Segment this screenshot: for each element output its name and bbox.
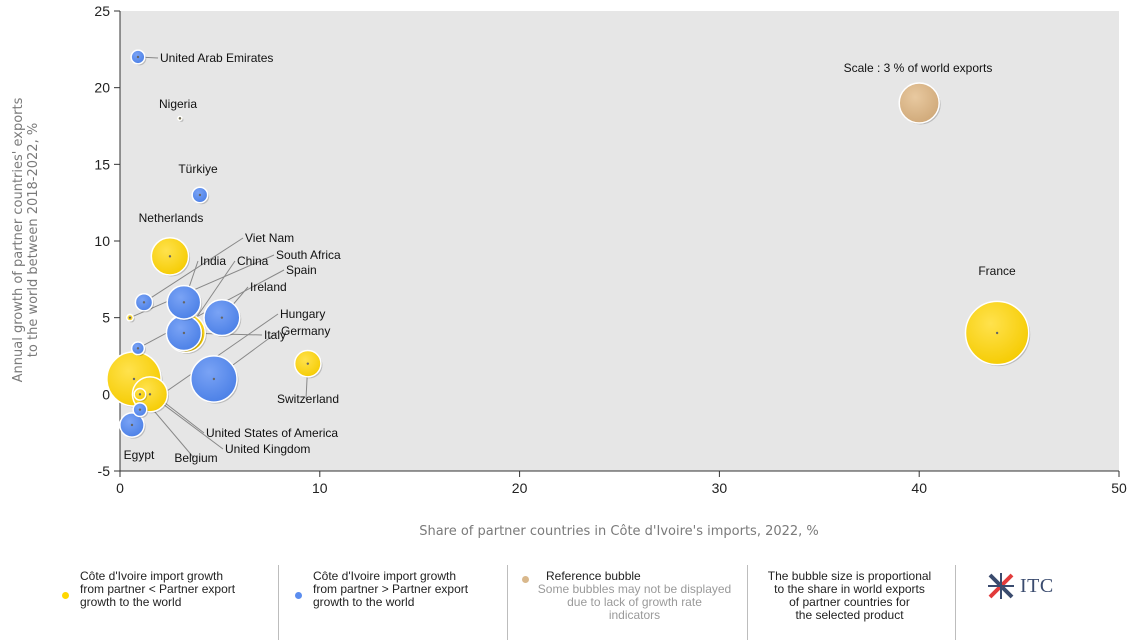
itc-logo: ITC: [986, 571, 1054, 601]
y-tick-label: 0: [102, 386, 110, 402]
y-axis-title-line1: Annual growth of partner countries' expo…: [11, 97, 26, 382]
leader-south-africa: [129, 254, 275, 319]
x-tick-label: 0: [116, 480, 124, 496]
legend-yellow-line2: from partner < Partner export: [80, 582, 236, 596]
label-ireland: Ireland: [250, 280, 287, 294]
legend-size-note: The bubble size is proportional to the s…: [752, 570, 947, 622]
label-t-rkiye: Türkiye: [178, 162, 218, 176]
bubble-center-spain: [136, 347, 140, 350]
plot-area: [120, 11, 1119, 471]
legend-reference-note-2: due to lack of growth rate: [567, 595, 702, 609]
label-belgium: Belgium: [174, 451, 217, 465]
bubble-center-france: [995, 331, 999, 335]
bubble-center-united-arab-emirates: [136, 55, 140, 59]
legend-yellow-line1: Côte d'Ivoire import growth: [80, 569, 224, 583]
bubble-center-hungary: [138, 408, 142, 411]
bubble-center-italy: [182, 331, 186, 335]
legend-blue-line1: Côte d'Ivoire import growth: [313, 569, 457, 583]
legend-blue-line3: growth to the world: [313, 595, 415, 609]
label-egypt: Egypt: [124, 448, 155, 462]
x-axis-title: Share of partner countries in Côte d'Ivo…: [419, 524, 819, 539]
bubble-labels: United Arab Emirates Nigeria Türkiye Nether…: [124, 51, 1016, 465]
y-tick-label: -5: [98, 463, 111, 479]
legend-yellow-line3: growth to the world: [80, 595, 182, 609]
x-tick-label: 30: [712, 480, 728, 496]
legend-divider: [955, 565, 956, 640]
leader-viet-nam: [143, 237, 244, 303]
x-tick-label: 20: [512, 480, 528, 496]
bubble-center-switzerland: [306, 362, 310, 365]
bubble-center-united-kingdom: [148, 393, 152, 396]
label-united-arab-emirates: United Arab Emirates: [160, 51, 273, 65]
legend-blue-line2: from partner > Partner export: [313, 582, 469, 596]
legend-divider: [507, 565, 508, 640]
bubbles: [106, 49, 1031, 439]
itc-logo-icon: [988, 573, 1014, 599]
bubble-center-viet-nam: [142, 301, 146, 304]
bubble-center-india: [182, 301, 186, 304]
legend-reference-title: Reference bubble: [546, 569, 641, 583]
x-tick-label: 10: [312, 480, 328, 496]
y-tick-label: 20: [94, 80, 110, 96]
y-axis-title-line2: to the world between 2018-2022, %: [26, 123, 41, 357]
bubble-chart: -5 0 5 10 15 20 25 0 10 20 30 40 50 United Arab Emir…: [11, 3, 1127, 539]
y-tick-label: 5: [102, 310, 110, 326]
size-note-line2: to the share in world exports: [774, 582, 925, 596]
label-hungary: Hungary: [280, 307, 325, 321]
size-note-line1: The bubble size is proportional: [767, 569, 932, 583]
x-tick-label: 40: [911, 480, 927, 496]
bubble-center-south-africa: [128, 316, 132, 319]
bubble-center-united-states-of-america: [132, 377, 136, 381]
size-note-line3: of partner countries for: [789, 595, 910, 609]
label-netherlands: Netherlands: [139, 211, 204, 225]
bubble-center-ireland: [220, 316, 224, 319]
y-tick-label: 15: [94, 156, 110, 172]
label-china: China: [237, 254, 269, 268]
legend: Côte d'Ivoire import growth from partner…: [0, 565, 1132, 642]
label-switzerland: Switzerland: [277, 392, 339, 406]
bubble-center-t-rkiye: [198, 193, 202, 197]
x-tick-label: 50: [1111, 480, 1127, 496]
bubble-center-germany: [212, 377, 216, 381]
bubble-center-belgium: [138, 393, 142, 396]
itc-logo-text: ITC: [1020, 574, 1054, 597]
bubble-center-egypt: [130, 423, 134, 427]
reference-bubble-label: Scale : 3 % of world exports: [844, 61, 993, 75]
label-united-states-of-america: United States of America: [206, 426, 338, 440]
label-germany: Germany: [281, 324, 330, 338]
legend-reference-note-1: Some bubbles may not be displayed: [537, 582, 732, 596]
size-note-line4: the selected product: [795, 608, 904, 622]
blue-dot-icon: [295, 592, 302, 599]
y-tick-label: 25: [94, 3, 110, 19]
reference-bubble: [898, 82, 940, 124]
label-nigeria: Nigeria: [159, 97, 197, 111]
label-india: India: [200, 254, 226, 268]
yellow-dot-icon: [62, 592, 69, 599]
label-united-kingdom: United Kingdom: [225, 442, 310, 456]
bubble-center-nigeria: [178, 117, 182, 120]
legend-divider: [278, 565, 279, 640]
label-france: France: [978, 264, 1016, 278]
axes: -5 0 5 10 15 20 25 0 10 20 30 40 50: [94, 3, 1127, 496]
label-south-africa: South Africa: [276, 248, 341, 262]
legend-reference-note-3: indicators: [608, 608, 661, 622]
reference-dot-icon: [522, 576, 529, 583]
label-viet-nam: Viet Nam: [245, 231, 294, 245]
y-tick-label: 10: [94, 233, 110, 249]
label-spain: Spain: [286, 263, 317, 277]
legend-divider: [747, 565, 748, 640]
bubble-center-netherlands: [168, 255, 172, 258]
label-italy: Italy: [264, 328, 286, 342]
